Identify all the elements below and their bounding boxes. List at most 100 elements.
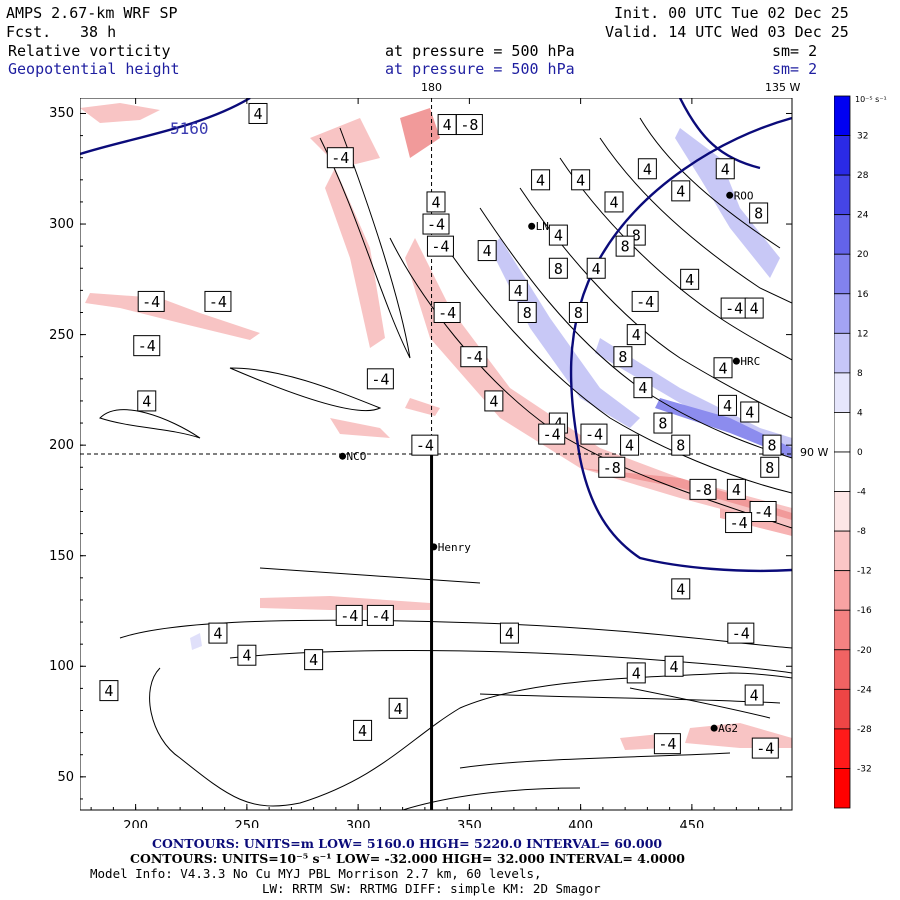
colorbar-swatch: [834, 412, 851, 453]
contour-label: -4: [438, 304, 456, 322]
contour-label-box: -4: [631, 290, 659, 312]
contour-label: -4: [209, 293, 227, 311]
colorbar-swatch: [834, 768, 851, 809]
vorticity-contour-8: [599, 137, 792, 304]
contour-label-frame: [499, 622, 519, 644]
station-markers: ROO LN HRC NCO Henry AG2: [339, 189, 760, 735]
vorticity-band-13: [620, 734, 665, 750]
contour-label-box: -4: [204, 290, 232, 312]
contour-label: -4: [431, 238, 449, 256]
contour-label-frame: [613, 346, 633, 368]
contour-label-frame: [237, 644, 257, 666]
contour-labels: 5160-4 -4-4-4-44-4-4-44-44 -844 44444888484…: [99, 102, 782, 759]
contour-label: -8: [603, 459, 621, 477]
contour-label: -4: [725, 300, 743, 318]
longitude-label: 135 W: [765, 81, 801, 94]
contour-label-box: 8: [749, 202, 769, 224]
contour-label-box: 4: [531, 169, 551, 191]
y-tick-label: 150: [49, 548, 74, 564]
contour-label: -4: [465, 348, 483, 366]
station-ag2: AG2: [710, 722, 738, 735]
contour-label-frame: [426, 191, 446, 213]
contour-label-box: -4: [749, 500, 777, 522]
contour-label-frame: [751, 737, 779, 759]
contour-label: 4: [625, 437, 634, 455]
vorticity-map: 5160-4 -4-4-4-44-4-4-44-44 -844 44444888484…: [80, 98, 793, 828]
colorbar-level-label: -28: [857, 725, 872, 735]
model-info: Model Info: V4.3.3 No Cu MYJ PBL Morriso…: [90, 866, 542, 881]
contour-label-box: 4: [304, 649, 324, 671]
contour-label-frame: [744, 297, 764, 319]
contour-label: -4: [754, 503, 772, 521]
contour-label-box: 4: [620, 434, 640, 456]
colorbar-level-label: 32: [857, 132, 868, 142]
contour-label: -4: [427, 216, 445, 234]
contour-label-frame: [366, 604, 394, 626]
y-tick-label: 300: [49, 217, 74, 233]
contour-label: 4: [554, 227, 563, 245]
contour-label-box: 4: [99, 680, 119, 702]
contour-label-frame: [586, 257, 606, 279]
contour-label: -4: [543, 426, 561, 444]
colorbar-level-label: 28: [857, 171, 869, 181]
contour-label: 4: [483, 242, 492, 260]
contour-label-frame: [568, 301, 588, 323]
height-contour-2: [678, 98, 761, 170]
contour-label-box: 4: [137, 390, 157, 412]
station-label: LN: [536, 220, 549, 233]
colorbar-level-label: -8: [857, 527, 866, 537]
contour-label: 8: [618, 348, 627, 366]
contour-label: 4: [745, 403, 754, 421]
vorticity-contour-17: [259, 567, 481, 584]
colorbar-swatch: [834, 491, 851, 532]
longitude-label: 180: [421, 81, 442, 94]
vorticity-contour-16: [401, 787, 581, 810]
contour-label-frame: [626, 324, 646, 346]
contour-label: 8: [523, 304, 532, 322]
contour-label: -4: [138, 337, 156, 355]
colorbar-level-label: -20: [857, 646, 872, 656]
contour-label-box: 8: [568, 301, 588, 323]
station-ln: LN: [528, 220, 549, 233]
field1-smoothing: sm= 2: [772, 42, 818, 60]
contour-label-frame: [484, 390, 504, 412]
vorticity-band-8: [655, 398, 792, 458]
contour-label-box: 4: [726, 478, 746, 500]
field1-name: Relative vorticity: [8, 42, 171, 60]
contour-label-box: 4: [626, 324, 646, 346]
contour-label-box: 4: [717, 394, 737, 416]
station-label: HRC: [740, 355, 760, 368]
vorticity-contour-1: [229, 367, 382, 412]
contour-label-box: 4: [477, 240, 497, 262]
contour-label: 4: [554, 415, 563, 433]
contour-label-box: -4: [326, 147, 354, 169]
contour-label: 4: [443, 116, 452, 134]
contour-label-box: 4: [671, 180, 691, 202]
geopotential-height-contours: [80, 98, 792, 573]
height-contour-label: 5160: [170, 119, 209, 138]
contour-label-frame: [204, 290, 232, 312]
contour-label-box: 4: [740, 401, 760, 423]
contour-label-box: 8: [760, 456, 780, 478]
contour-label-box: 4: [586, 257, 606, 279]
contour-label: 4: [394, 700, 403, 718]
contour-label: 4: [431, 193, 440, 211]
contour-label: 4: [536, 171, 545, 189]
contour-label-frame: [620, 434, 640, 456]
contour-label-frame: [460, 346, 488, 368]
colorbar-swatch: [834, 609, 851, 651]
contour-label-box: 8: [517, 301, 537, 323]
contour-label-box: 4: [713, 357, 733, 379]
contour-label-box: 4: [744, 297, 764, 319]
contour-label: 4: [253, 105, 262, 123]
map-frame: [80, 98, 793, 811]
vorticity-contour-2: [319, 127, 411, 359]
contour-label-box: 4: [626, 662, 646, 684]
contour-label: 4: [632, 326, 641, 344]
model-title: AMPS 2.67-km WRF SP: [6, 4, 178, 22]
contour-label-frame: [433, 301, 461, 323]
height-contour-info: CONTOURS: UNITS=m LOW= 5160.0 HIGH= 5220…: [152, 836, 663, 851]
contour-label: 4: [750, 687, 759, 705]
contour-label-frame: [477, 240, 497, 262]
contour-label: 8: [621, 238, 630, 256]
